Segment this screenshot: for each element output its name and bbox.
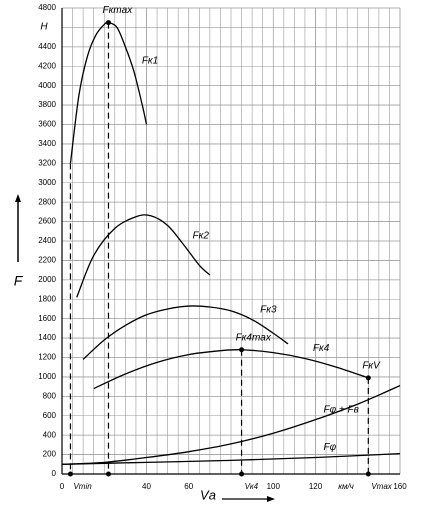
curve-label: Fк4: [313, 343, 330, 354]
point: [239, 347, 245, 353]
y-tick-label: 3400: [38, 139, 56, 148]
curve: [82, 305, 289, 360]
x-tick-label: 60: [184, 482, 193, 491]
x-arrow-head: [267, 496, 275, 502]
y-tick-label: 600: [43, 411, 57, 420]
y-tick-label: 2800: [38, 197, 56, 206]
curve: [76, 214, 211, 298]
y-tick-label: 1000: [38, 372, 56, 381]
x-special-label: Vmin: [73, 482, 92, 491]
point-label: Fкmax: [102, 5, 133, 16]
point-label: FкV: [362, 361, 381, 372]
point-label: Fк4max: [236, 332, 272, 343]
point: [105, 20, 111, 26]
curve: [61, 385, 401, 465]
y-unit: Н: [40, 22, 48, 33]
y-tick-label: 2000: [38, 275, 56, 284]
y-tick-label: 800: [43, 391, 57, 400]
y-tick-label: 1600: [38, 314, 56, 323]
y-tick-label: 400: [43, 430, 57, 439]
y-tick-label: 0: [52, 469, 57, 478]
x-tick-label: 160: [393, 482, 407, 491]
y-tick-label: 3600: [38, 120, 56, 129]
y-tick-label: 2400: [38, 236, 56, 245]
curve: [93, 348, 369, 390]
y-label: F: [14, 273, 24, 289]
axis-point: [105, 471, 111, 477]
point: [365, 375, 371, 381]
curve-label: Fк3: [260, 304, 277, 315]
y-tick-label: 1800: [38, 294, 56, 303]
x-special-label: Vmax: [371, 482, 392, 491]
x-tick-label: 120: [309, 482, 323, 491]
y-tick-label: 2600: [38, 217, 56, 226]
y-tick-label: 4400: [38, 42, 56, 51]
y-arrow-head: [15, 194, 21, 202]
curve: [61, 452, 401, 465]
curve-label: Fφ: [324, 442, 337, 453]
y-tick-label: 1400: [38, 333, 56, 342]
y-tick-label: 4200: [38, 61, 56, 70]
axis-point: [365, 471, 371, 477]
x-label: Vа: [200, 487, 216, 502]
curve-label: Fк2: [193, 230, 210, 241]
axis-point: [239, 471, 245, 477]
y-tick-label: 4000: [38, 81, 56, 90]
y-tick-label: 3800: [38, 100, 56, 109]
curve-label: Fк1: [142, 56, 158, 67]
x-tick-label: 0: [60, 482, 65, 491]
axis-point: [67, 471, 73, 477]
curve-label: Fφ + Fв: [324, 404, 359, 415]
y-tick-label: 3000: [38, 178, 56, 187]
x-unit: км/ч: [338, 482, 354, 491]
x-special-label: Vк4: [245, 482, 259, 491]
x-tick-label: 40: [142, 482, 151, 491]
y-tick-label: 4800: [38, 3, 56, 12]
y-tick-label: 2200: [38, 256, 56, 265]
y-tick-label: 200: [43, 450, 57, 459]
x-tick-label: 100: [267, 482, 281, 491]
y-tick-label: 1200: [38, 353, 56, 362]
y-tick-label: 3200: [38, 158, 56, 167]
